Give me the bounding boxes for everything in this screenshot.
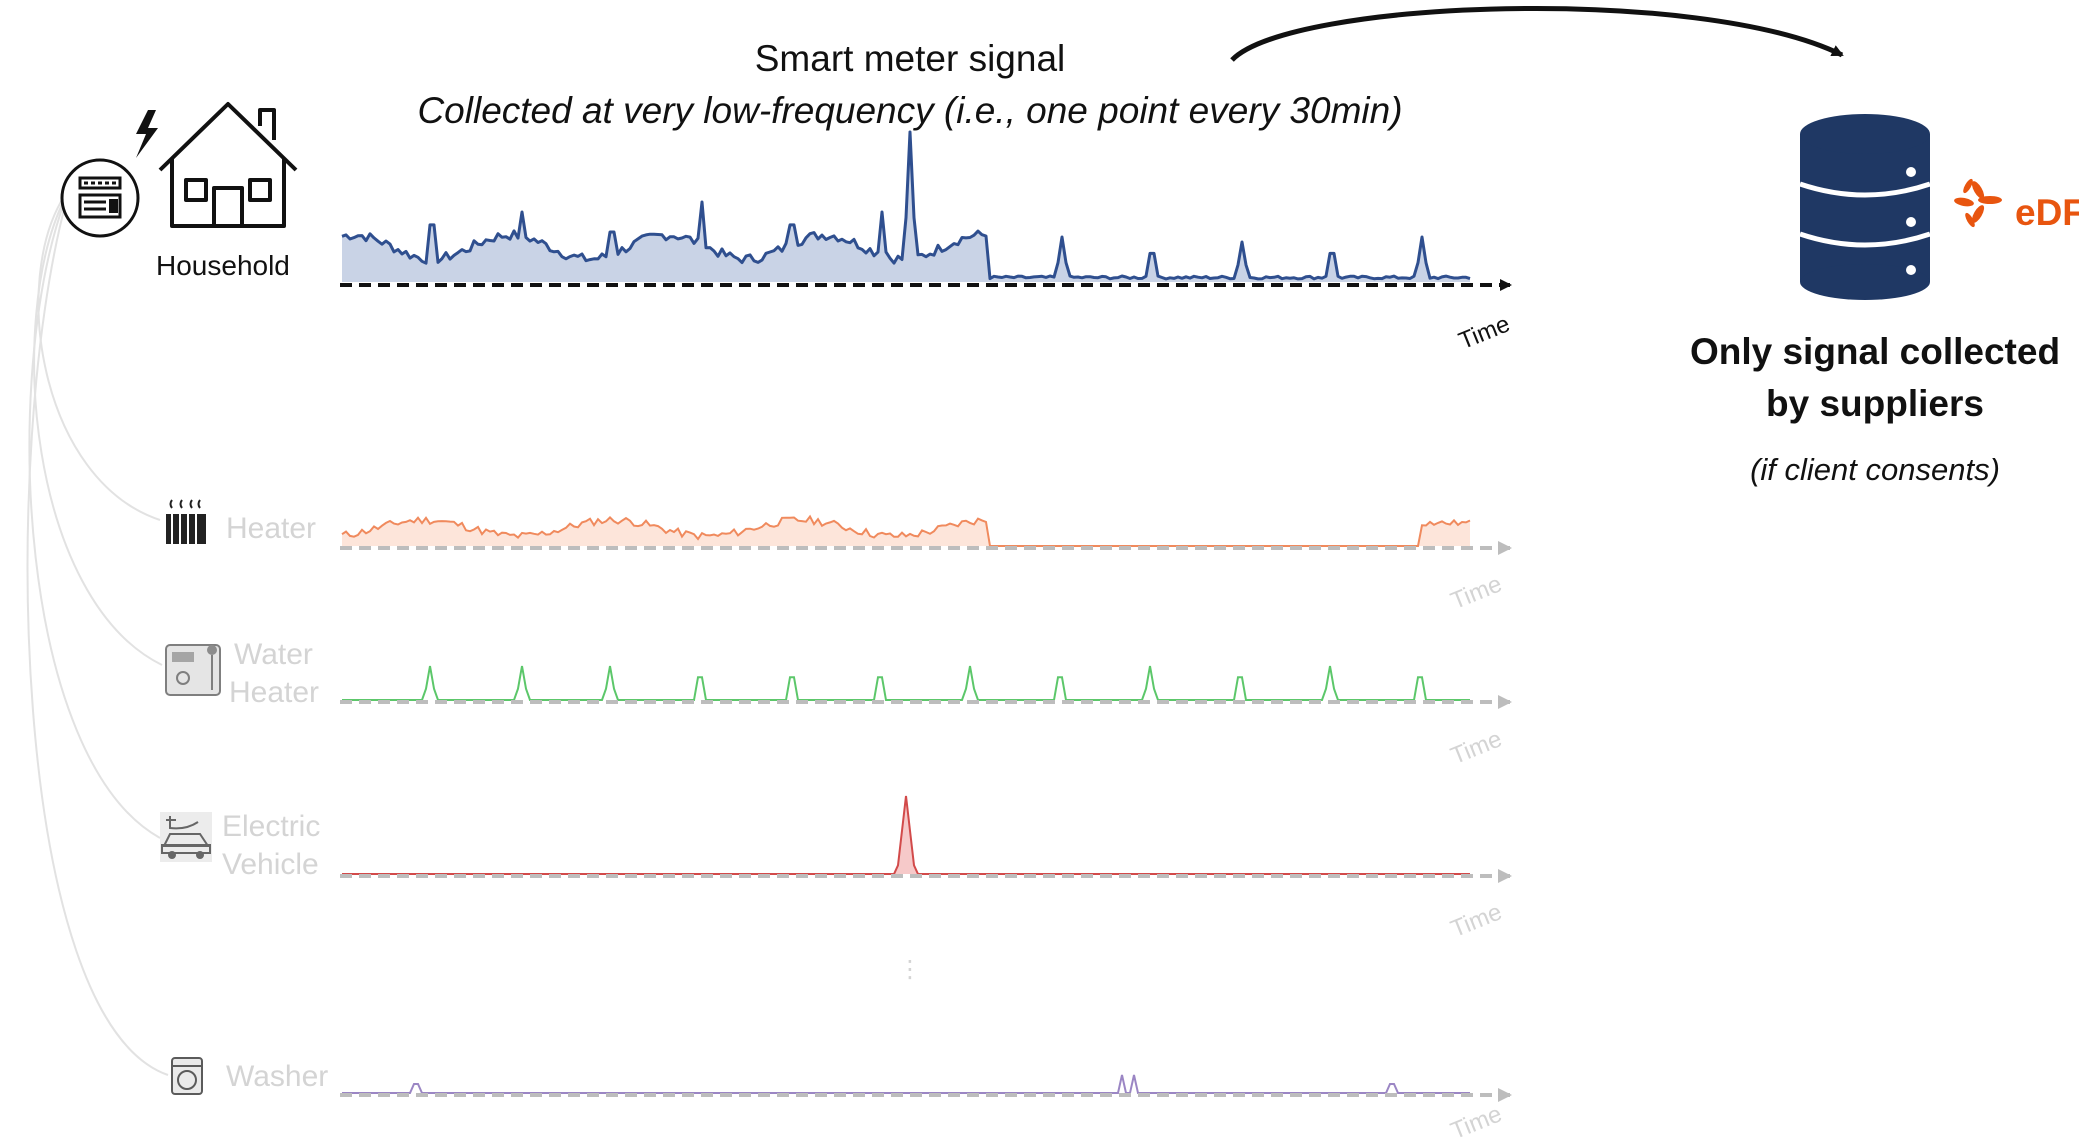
meter-wires xyxy=(26,194,169,1076)
edf-logo-icon xyxy=(1954,178,2002,228)
water-heater-icon xyxy=(165,644,221,696)
household-signal-line xyxy=(341,130,1471,281)
heater-signal-area xyxy=(342,516,1470,546)
electric-vehicle-label-line1: Electric xyxy=(222,810,321,843)
electric-car-icon xyxy=(160,812,212,862)
household-label: Household xyxy=(156,250,290,281)
electric-vehicle-signal-line xyxy=(342,795,1470,875)
washer-label: Washer xyxy=(226,1060,329,1093)
wire-washer xyxy=(26,201,169,1076)
electric-vehicle-chart xyxy=(340,795,1512,883)
wire-electric-vehicle xyxy=(28,199,161,839)
washing-machine-icon xyxy=(171,1057,203,1095)
heater-label: Heater xyxy=(226,512,317,545)
washer-signal-line xyxy=(342,1074,1470,1094)
more-appliances-ellipsis: ⋮ xyxy=(898,956,922,983)
wire-water-heater xyxy=(33,197,163,666)
supplier-caption-line2: by suppliers xyxy=(1766,383,1984,424)
water-heater-chart xyxy=(340,665,1512,709)
water-heater-signal-line xyxy=(342,665,1470,701)
radiator-icon xyxy=(166,499,206,544)
supplier-caption-line1: Only signal collected xyxy=(1689,331,2061,372)
smart-meter-icon xyxy=(60,158,140,238)
lightning-icon xyxy=(136,110,158,158)
upload-arrow xyxy=(1230,5,1844,62)
database-icon xyxy=(1799,114,1931,300)
electric-vehicle-label-line2: Vehicle xyxy=(222,848,319,881)
washer-chart xyxy=(340,1074,1512,1102)
chart-subtitle: Collected at very low-frequency (i.e., o… xyxy=(417,90,1403,131)
water-heater-label-line1: Water xyxy=(234,638,313,671)
heater-chart xyxy=(340,514,1512,555)
edf-logo-text: eDF xyxy=(2015,192,2079,233)
consent-note: (if client consents) xyxy=(1750,452,2000,487)
supplier-caption: Only signal collected by suppliers xyxy=(1650,326,2079,430)
chart-title: Smart meter signal xyxy=(754,38,1066,79)
water-heater-label-line2: Heater xyxy=(229,676,320,709)
house-icon xyxy=(158,102,298,228)
household-chart xyxy=(340,130,1512,291)
household-signal-area xyxy=(342,132,1470,282)
wire-heater xyxy=(37,194,161,521)
